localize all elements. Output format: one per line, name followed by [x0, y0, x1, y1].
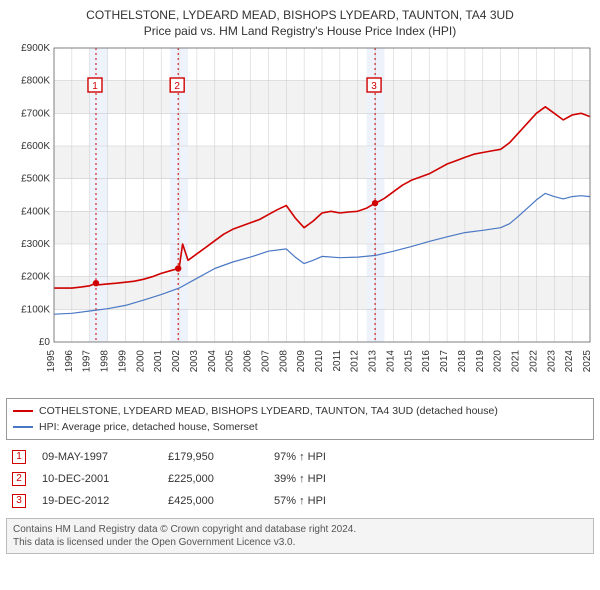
svg-text:£200K: £200K	[21, 272, 50, 283]
svg-text:2008: 2008	[278, 350, 289, 373]
svg-text:2003: 2003	[189, 350, 200, 373]
sale-price: £225,000	[168, 473, 258, 485]
chart-svg: £0 £100K £200K £300K £400K £500K £600K £700K £80…	[6, 42, 594, 392]
svg-text:£100K: £100K	[21, 304, 50, 315]
svg-text:2021: 2021	[511, 350, 522, 373]
sales-row: 1 09-MAY-1997 £179,950 97% ↑ HPI	[6, 446, 594, 468]
svg-text:£300K: £300K	[21, 239, 50, 250]
title-address: COTHELSTONE, LYDEARD MEAD, BISHOPS LYDEA…	[6, 8, 594, 22]
sale-date: 09-MAY-1997	[42, 451, 152, 463]
sales-row: 2 10-DEC-2001 £225,000 39% ↑ HPI	[6, 468, 594, 490]
legend-swatch	[13, 426, 33, 428]
svg-text:£900K: £900K	[21, 43, 50, 54]
svg-text:2005: 2005	[225, 350, 236, 373]
sale-pct: 97% ↑ HPI	[274, 451, 364, 463]
svg-text:2017: 2017	[439, 350, 450, 373]
sale-date: 10-DEC-2001	[42, 473, 152, 485]
svg-text:2000: 2000	[135, 350, 146, 373]
svg-text:2011: 2011	[332, 350, 343, 372]
sale-pct: 39% ↑ HPI	[274, 473, 364, 485]
svg-text:2019: 2019	[475, 350, 486, 373]
svg-text:£500K: £500K	[21, 174, 50, 185]
chart-area: £0 £100K £200K £300K £400K £500K £600K £700K £80…	[6, 42, 594, 392]
legend-box: COTHELSTONE, LYDEARD MEAD, BISHOPS LYDEA…	[6, 398, 594, 440]
sale-marker: 1	[12, 450, 26, 464]
footer-box: Contains HM Land Registry data © Crown c…	[6, 518, 594, 554]
svg-text:2006: 2006	[243, 350, 254, 373]
svg-text:2016: 2016	[421, 350, 432, 373]
svg-text:2004: 2004	[207, 350, 218, 373]
footer-line: This data is licensed under the Open Gov…	[13, 536, 587, 549]
legend-label: HPI: Average price, detached house, Some…	[39, 421, 258, 433]
svg-text:2018: 2018	[457, 350, 468, 373]
sale-marker: 2	[12, 472, 26, 486]
svg-text:2012: 2012	[350, 350, 361, 373]
footer-line: Contains HM Land Registry data © Crown c…	[13, 523, 587, 536]
svg-text:2014: 2014	[385, 350, 396, 373]
title-block: COTHELSTONE, LYDEARD MEAD, BISHOPS LYDEA…	[6, 8, 594, 38]
svg-text:2013: 2013	[368, 350, 379, 373]
svg-text:£400K: £400K	[21, 206, 50, 217]
sale-price: £425,000	[168, 495, 258, 507]
legend-row: HPI: Average price, detached house, Some…	[13, 419, 587, 435]
svg-text:£0: £0	[39, 337, 51, 348]
sales-row: 3 19-DEC-2012 £425,000 57% ↑ HPI	[6, 490, 594, 512]
sale-marker: 3	[12, 494, 26, 508]
svg-text:1997: 1997	[82, 350, 93, 373]
svg-text:1995: 1995	[46, 350, 57, 373]
svg-text:1: 1	[92, 81, 98, 92]
svg-text:1996: 1996	[64, 350, 75, 373]
legend-row: COTHELSTONE, LYDEARD MEAD, BISHOPS LYDEA…	[13, 403, 587, 419]
sale-date: 19-DEC-2012	[42, 495, 152, 507]
svg-text:2020: 2020	[493, 350, 504, 373]
svg-text:£600K: £600K	[21, 141, 50, 152]
svg-text:2007: 2007	[260, 350, 271, 373]
sales-table: 1 09-MAY-1997 £179,950 97% ↑ HPI 2 10-DE…	[6, 446, 594, 512]
legend-swatch	[13, 410, 33, 412]
title-subtitle: Price paid vs. HM Land Registry's House …	[6, 24, 594, 38]
legend-label: COTHELSTONE, LYDEARD MEAD, BISHOPS LYDEA…	[39, 405, 498, 417]
svg-text:2: 2	[174, 81, 180, 92]
svg-text:2010: 2010	[314, 350, 325, 373]
svg-text:1999: 1999	[117, 350, 128, 373]
sale-price: £179,950	[168, 451, 258, 463]
svg-text:2015: 2015	[403, 350, 414, 373]
svg-text:2001: 2001	[153, 350, 164, 373]
svg-text:2022: 2022	[528, 350, 539, 373]
svg-text:£700K: £700K	[21, 108, 50, 119]
svg-text:2009: 2009	[296, 350, 307, 373]
sale-pct: 57% ↑ HPI	[274, 495, 364, 507]
chart-container: COTHELSTONE, LYDEARD MEAD, BISHOPS LYDEA…	[0, 0, 600, 590]
svg-text:£800K: £800K	[21, 76, 50, 87]
svg-text:2023: 2023	[546, 350, 557, 373]
svg-text:2024: 2024	[564, 350, 575, 373]
svg-text:2002: 2002	[171, 350, 182, 373]
svg-text:3: 3	[371, 81, 377, 92]
svg-text:1998: 1998	[100, 350, 111, 373]
svg-text:2025: 2025	[582, 350, 593, 373]
